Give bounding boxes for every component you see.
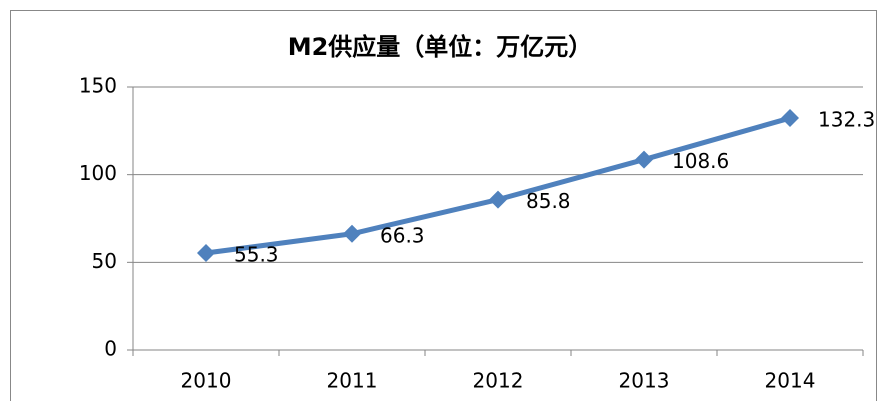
marker: [197, 244, 215, 263]
marker: [343, 224, 361, 243]
chart-title: M2供应量（单位：万亿元）: [288, 33, 593, 61]
y-tick-label: 50: [92, 249, 117, 273]
y-tick-label: 100: [79, 161, 117, 185]
data-label: 132.3: [818, 108, 875, 132]
x-tick-label: 2014: [765, 369, 816, 393]
data-label: 55.3: [234, 243, 279, 267]
y-tick-label: 0: [104, 337, 117, 361]
marker: [635, 150, 653, 169]
x-tick-label: 2010: [181, 369, 232, 393]
y-tick-label: 150: [79, 74, 117, 98]
marker: [489, 190, 507, 209]
x-tick-label: 2013: [619, 369, 670, 393]
data-label: 108.6: [672, 149, 729, 173]
data-label: 85.8: [526, 189, 571, 213]
x-tick-label: 2011: [327, 369, 378, 393]
data-label: 66.3: [380, 223, 425, 247]
marker: [781, 109, 799, 128]
x-tick-label: 2012: [473, 369, 524, 393]
chart-frame: [10, 10, 877, 401]
